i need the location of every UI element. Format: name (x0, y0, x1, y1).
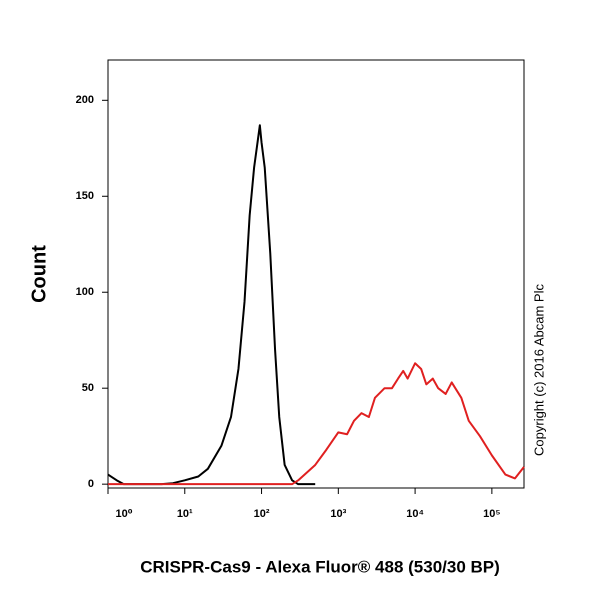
x-tick-label: 10⁵ (483, 508, 500, 520)
x-tick-label: 10¹ (177, 508, 193, 520)
x-tick-label: 10⁴ (406, 508, 424, 520)
copyright: Copyright (c) 2016 Abcam Plc (531, 284, 546, 456)
y-axis-label: Count (28, 245, 50, 303)
plot-frame (107, 59, 525, 489)
x-tick-label: 10² (254, 508, 270, 520)
x-tick-label: 10³ (330, 508, 346, 520)
y-tick-label: 150 (76, 190, 94, 202)
histogram-line (107, 124, 316, 486)
y-tick-label: 200 (76, 94, 94, 106)
x-axis-label: CRISPR-Cas9 - Alexa Fluor® 488 (530/30 B… (140, 557, 500, 576)
y-tick-label: 100 (76, 286, 94, 298)
y-tick-label: 50 (82, 382, 94, 394)
histogram-line (108, 362, 525, 486)
y-tick-label: 0 (88, 478, 94, 490)
x-tick-label: 10⁰ (115, 508, 132, 520)
